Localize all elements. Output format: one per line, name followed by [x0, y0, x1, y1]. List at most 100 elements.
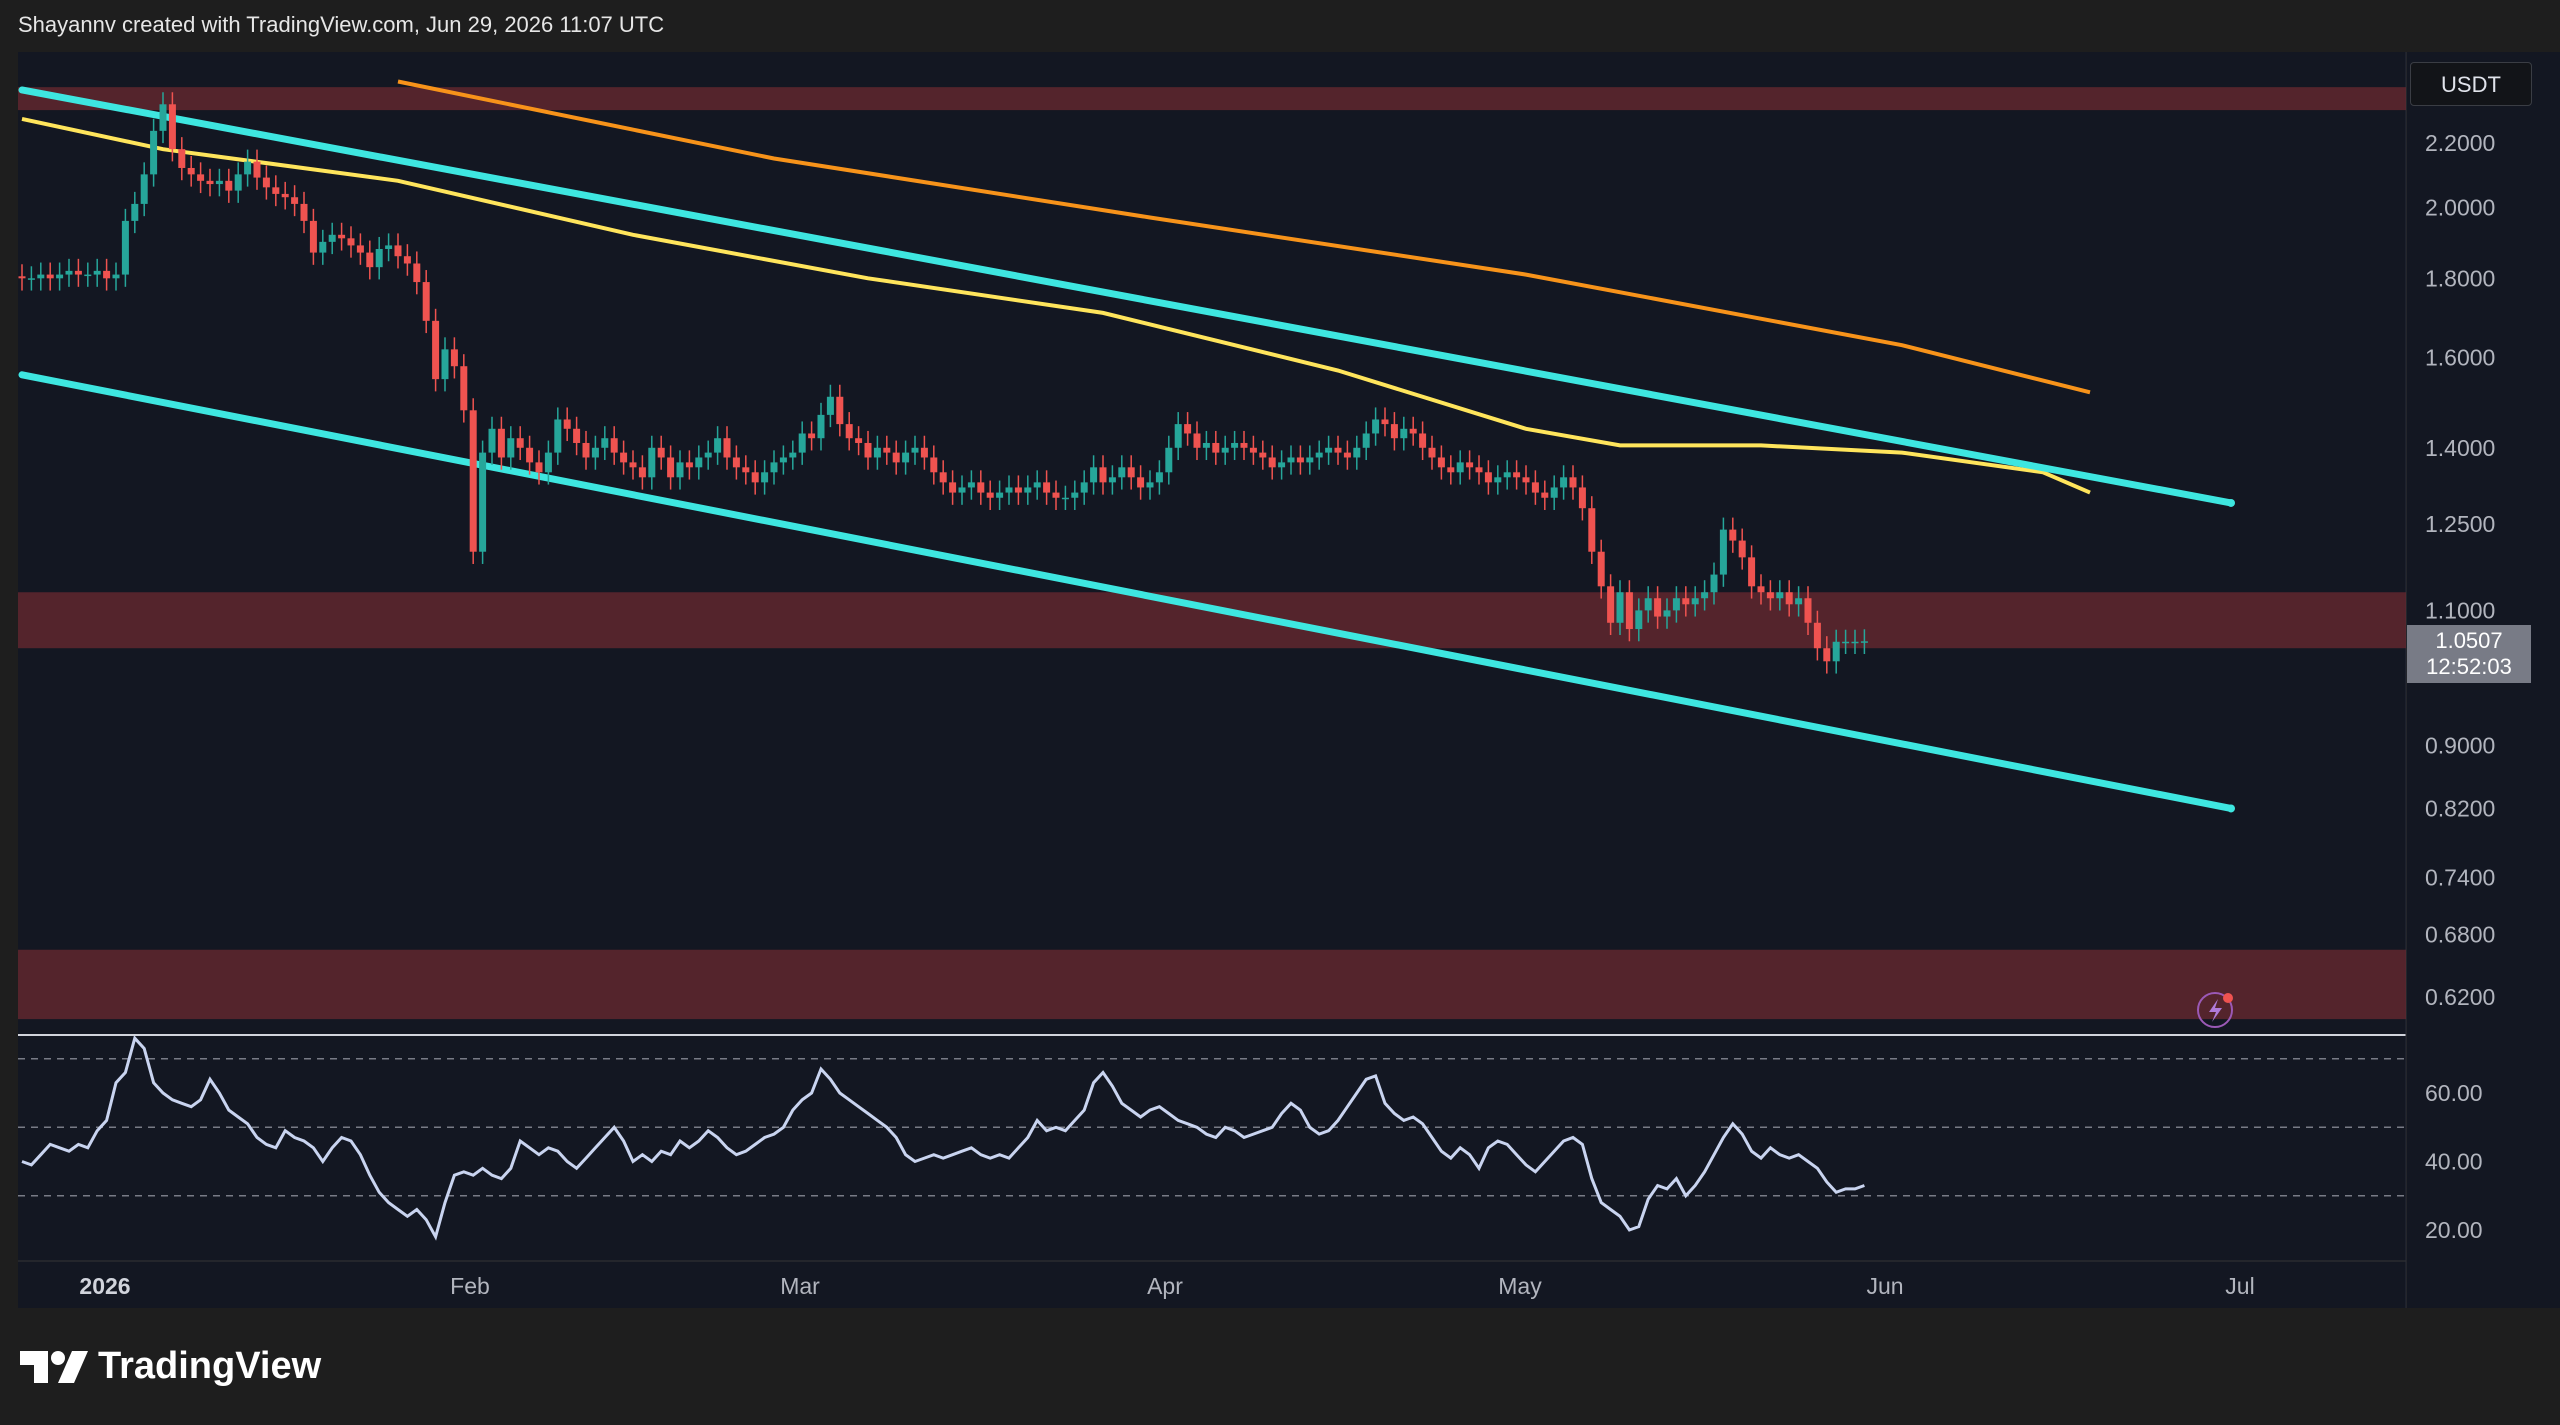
candle-body [1372, 419, 1380, 434]
candle-body [206, 180, 214, 185]
candle-body [1860, 641, 1868, 643]
time-tick-label: Apr [1147, 1273, 1183, 1299]
candle-body [1569, 477, 1577, 488]
candle-body [732, 457, 740, 468]
candle-body [356, 245, 364, 253]
candle-body [1353, 447, 1361, 458]
moving-averages-layer [21, 79, 2091, 495]
price-tick-label: 1.6000 [2425, 345, 2495, 371]
candle-body [1052, 492, 1060, 498]
ma-200-line [397, 79, 2091, 395]
candle-body [667, 457, 675, 478]
candle-body [1325, 447, 1333, 453]
candle-body [497, 428, 505, 458]
candle-body [1466, 462, 1474, 468]
candle-body [1155, 472, 1163, 483]
zone-supply [18, 87, 2406, 111]
candle-body [450, 349, 458, 367]
candle-body [892, 452, 900, 463]
price-tick-label: 0.7400 [2425, 865, 2495, 891]
price-tick-label: 1.4000 [2425, 435, 2495, 461]
candle-body [46, 274, 54, 279]
candle-body [808, 433, 816, 439]
candle-body [930, 457, 938, 473]
channel-layer [18, 86, 2235, 813]
last-price-value: 1.0507 [2435, 628, 2503, 653]
time-tick-label: Mar [780, 1273, 820, 1299]
zones-layer [18, 87, 2406, 1020]
candle-body [1654, 598, 1662, 617]
candle-body [1108, 477, 1116, 483]
candle-body [1231, 442, 1239, 448]
candle-body [1381, 419, 1389, 425]
candle-body [140, 174, 148, 204]
candle-body [1513, 472, 1521, 478]
candle-body [554, 419, 562, 453]
candle-body [986, 492, 994, 498]
candle-body [1090, 467, 1098, 483]
candle-body [826, 396, 834, 415]
candle-body [1278, 462, 1286, 468]
candle-body [1024, 487, 1032, 493]
tradingview-logo[interactable]: TradingView [20, 1345, 321, 1388]
candle-body [714, 438, 722, 453]
price-pane[interactable] [18, 52, 2406, 1034]
candle-body [1672, 598, 1680, 611]
candle-body [1475, 467, 1483, 473]
candle-body [629, 462, 637, 468]
candle-body [1757, 586, 1765, 593]
candle-body [817, 414, 825, 439]
zone-demand [18, 949, 2406, 1020]
candle-body [84, 274, 92, 277]
price-tick-label: 1.2500 [2425, 511, 2495, 537]
candle-body [178, 149, 186, 168]
candle-body [1193, 433, 1201, 448]
candle-body [1644, 598, 1652, 611]
candle-body [1541, 492, 1549, 498]
candle-body [864, 442, 872, 458]
candle-body [1005, 487, 1013, 493]
rsi-layer [18, 1035, 2406, 1241]
candle-body [1813, 622, 1821, 649]
alert-icon[interactable] [2197, 992, 2233, 1028]
rsi-pane[interactable] [18, 1036, 2406, 1260]
candle-body [1785, 592, 1793, 605]
candle-body [1560, 477, 1568, 488]
candle-body [779, 457, 787, 463]
price-tick-label: 2.0000 [2425, 194, 2495, 220]
candle-body [197, 174, 205, 181]
candle-body [18, 276, 26, 279]
candle-body [1607, 586, 1615, 623]
candle-body [1071, 492, 1079, 498]
candle-body [1249, 447, 1257, 453]
candle-body [1503, 472, 1511, 478]
candle-body [1099, 467, 1107, 483]
candle-body [1137, 477, 1145, 488]
candle-body [1174, 424, 1182, 448]
candle-body [685, 462, 693, 468]
candles-layer [18, 92, 1868, 674]
candle-body [761, 472, 769, 483]
candle-body [1287, 457, 1295, 463]
candle-body [413, 263, 421, 283]
last-price-tag: 1.0507 12:52:03 [2407, 625, 2531, 683]
candle-body [516, 438, 524, 448]
candle-body [1315, 452, 1323, 458]
price-tick-label: 2.2000 [2425, 130, 2495, 156]
candle-body [441, 349, 449, 380]
time-tick-label: Jul [2225, 1273, 2254, 1299]
candle-body [1043, 482, 1051, 493]
time-axis-pane[interactable] [18, 1262, 2406, 1308]
candle-body [1710, 574, 1718, 593]
candle-body [1240, 442, 1248, 448]
tradingview-logo-text: TradingView [98, 1345, 322, 1387]
currency-unit-label[interactable]: USDT [2410, 62, 2532, 106]
candle-body [582, 442, 590, 458]
ma-100-line [21, 116, 2091, 495]
candle-body [958, 487, 966, 493]
candle-body [1419, 433, 1427, 448]
channel-upper-line [18, 86, 2235, 507]
candle-body [338, 234, 346, 239]
candle-body [1268, 457, 1276, 468]
